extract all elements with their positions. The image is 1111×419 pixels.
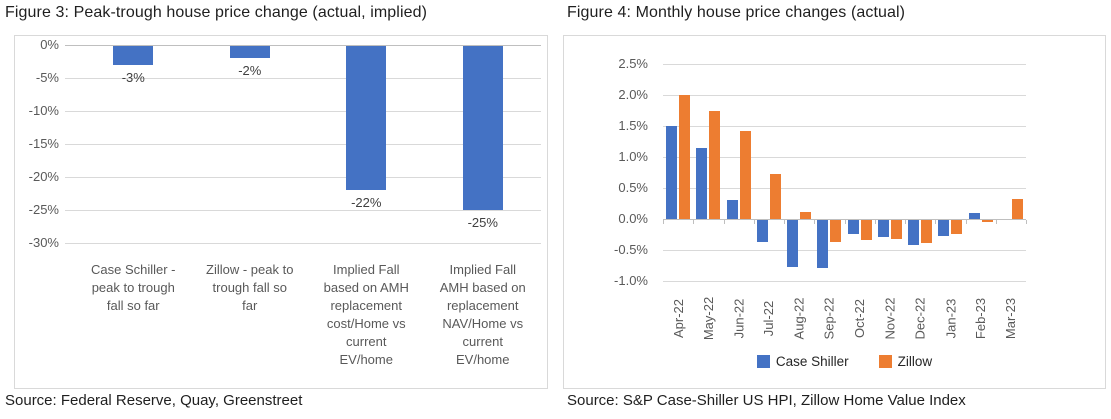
bar-case-shiller — [696, 147, 708, 219]
bar-zillow — [739, 130, 751, 219]
category-label: Implied Fall AMH based on replacement NA… — [439, 262, 526, 367]
bar-value-label: -3% — [121, 69, 145, 85]
y-tick-label: 2.5% — [618, 56, 648, 71]
bar-case-shiller — [666, 126, 678, 219]
axis-tick — [663, 220, 664, 224]
bar — [113, 46, 154, 65]
y-tick-label: -25% — [28, 202, 59, 217]
axis-tick — [693, 220, 695, 224]
bar — [229, 46, 270, 59]
figure3-title: Figure 3: Peak-trough house price change… — [5, 4, 428, 21]
axis-tick — [753, 220, 755, 224]
bar-case-shiller — [877, 220, 889, 238]
figure4-source: Source: S&P Case-Shiller US HPI, Zillow … — [567, 392, 966, 409]
y-gridline — [65, 243, 541, 244]
bar-value-label: -2% — [238, 63, 262, 79]
figure4-chart: 2.5% 2.0% 1.5% 1.0% 0.5% 0.0% -0.5% -1.0% Apr-22… — [563, 35, 1106, 389]
y-gridline — [65, 144, 541, 145]
bar-zillow — [951, 220, 963, 234]
category-label: Implied Fall based on AMH replacement co… — [323, 262, 409, 367]
axis-tick — [965, 220, 967, 224]
y-gridline — [663, 188, 1026, 189]
y-tick-label: -20% — [28, 169, 59, 184]
bar — [462, 46, 503, 210]
bar-zillow — [890, 220, 902, 239]
axis-tick — [784, 220, 785, 224]
bar — [346, 46, 387, 191]
y-tick-label: 0.0% — [618, 211, 648, 226]
bar-value-label: -22% — [351, 195, 382, 211]
figure3-chart: 0% -5% -10% -15% -20% -25% -30% -3% Case Schille… — [14, 35, 548, 389]
legend: Case Shiller Zillow — [663, 354, 1026, 369]
bar-case-shiller — [847, 220, 859, 234]
category-label: Zillow - peak to trough fall so far — [206, 262, 294, 313]
axis-tick — [723, 220, 725, 224]
y-tick-label: -5% — [35, 70, 59, 85]
category-label: Case Schiller - peak to trough fall so f… — [90, 262, 176, 313]
bar-case-shiller — [908, 220, 920, 245]
bar-case-shiller — [756, 220, 768, 243]
y-tick-label: -10% — [28, 103, 59, 118]
bar-case-shiller — [968, 212, 980, 219]
y-gridline — [663, 126, 1026, 127]
y-tick-label: -15% — [28, 136, 59, 151]
bar-zillow — [1011, 198, 1023, 219]
bar-value-label: -25% — [467, 215, 498, 230]
bar-zillow — [860, 220, 872, 241]
bar-case-shiller — [938, 220, 950, 236]
y-gridline — [65, 111, 541, 112]
legend-swatch-case-shiller — [756, 355, 770, 368]
x-tick-cell: Mar-23 — [981, 288, 1041, 348]
bar-zillow — [830, 220, 842, 242]
axis-tick — [814, 220, 816, 224]
y-gridline — [663, 64, 1026, 65]
zero-axis-line — [663, 219, 1026, 220]
bar-zillow — [679, 95, 691, 219]
legend-label: Zillow — [897, 354, 933, 369]
axis-tick — [935, 220, 937, 224]
y-gridline — [663, 157, 1026, 158]
bar-case-shiller — [787, 220, 799, 267]
axis-tick — [874, 220, 876, 224]
legend-item: Case Shiller — [756, 354, 849, 369]
y-tick-label: 2.0% — [618, 87, 648, 102]
bar-zillow — [709, 110, 721, 219]
legend-item: Zillow — [878, 354, 933, 369]
figure3-source: Source: Federal Reserve, Quay, Greenstre… — [5, 392, 303, 409]
legend-swatch-zillow — [878, 355, 892, 368]
figure4-title: Figure 4: Monthly house price changes (a… — [567, 4, 906, 21]
legend-label: Case Shiller — [775, 354, 849, 369]
y-tick-label: 1.5% — [618, 118, 648, 133]
bar-zillow — [981, 220, 993, 222]
y-gridline — [65, 177, 541, 178]
bar-case-shiller — [817, 220, 829, 269]
y-tick-label: 0% — [40, 37, 59, 52]
y-tick-label: -30% — [28, 235, 59, 250]
x-tick-label: Mar-23 — [1003, 297, 1019, 339]
axis-tick — [995, 220, 997, 224]
y-tick-label: -0.5% — [614, 242, 648, 257]
y-tick-label: -1.0% — [614, 273, 648, 288]
bar-case-shiller — [726, 200, 738, 219]
y-gridline — [663, 281, 1026, 282]
bar-zillow — [800, 211, 812, 219]
axis-tick — [1026, 220, 1027, 224]
y-gridline — [65, 78, 541, 79]
axis-tick — [844, 220, 846, 224]
axis-tick — [905, 220, 906, 224]
zero-axis-line — [65, 45, 541, 46]
y-gridline — [663, 95, 1026, 96]
y-gridline — [65, 210, 541, 211]
y-tick-label: 0.5% — [618, 180, 648, 195]
bar-zillow — [769, 173, 781, 219]
bar-zillow — [921, 220, 933, 243]
y-gridline — [663, 250, 1026, 251]
y-tick-label: 1.0% — [618, 149, 648, 164]
